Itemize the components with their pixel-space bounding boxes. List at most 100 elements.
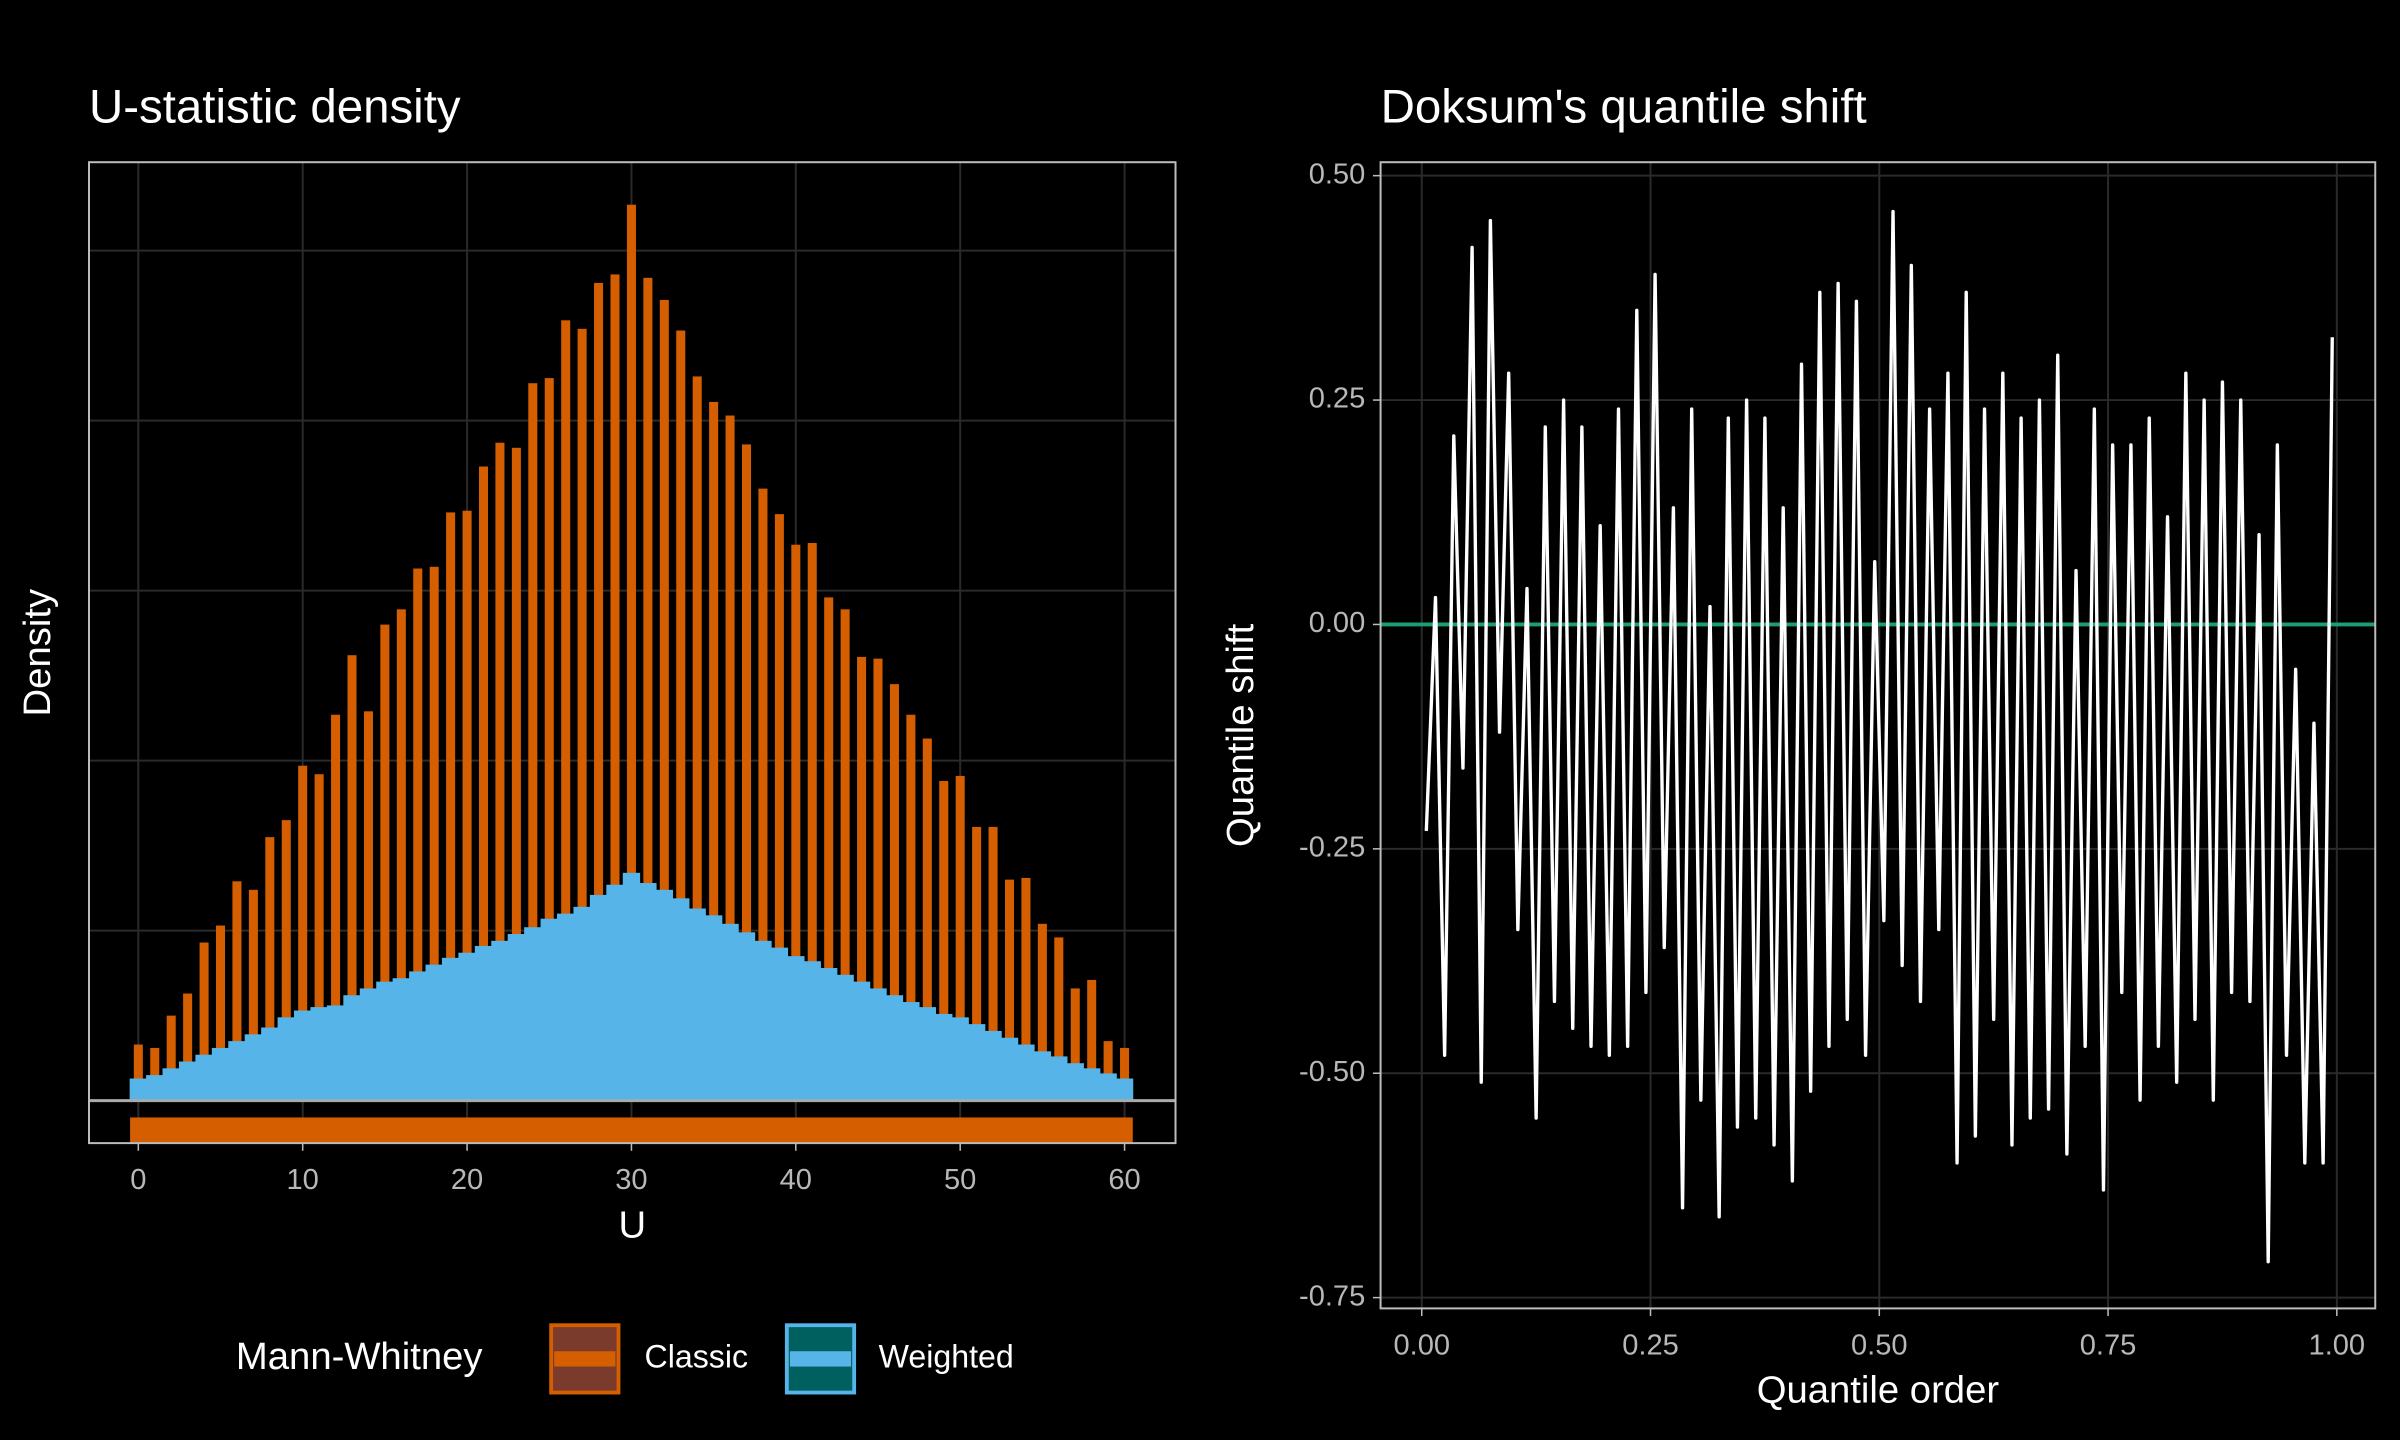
area-bar [441, 957, 460, 1101]
area-bar [228, 1041, 246, 1101]
bar [824, 597, 834, 1101]
y-tick-label: 0.50 [1309, 158, 1366, 190]
area-bar [622, 872, 641, 1101]
area-bar [820, 968, 838, 1101]
area-bar [902, 1002, 920, 1101]
legend-label: Classic [645, 1338, 749, 1374]
area-bar [918, 1007, 936, 1101]
area-bar [524, 927, 542, 1101]
bar [265, 837, 275, 1101]
area-bar [589, 894, 608, 1101]
area-bar [162, 1068, 180, 1101]
area-bar [984, 1030, 1002, 1101]
bar [659, 299, 669, 1101]
bar [840, 609, 850, 1101]
area-bar [244, 1034, 263, 1101]
x-tick-label: 20 [451, 1164, 483, 1196]
x-tick-label: 60 [1108, 1164, 1140, 1196]
bar [429, 566, 439, 1101]
bar [1070, 988, 1080, 1101]
area-bar [557, 913, 575, 1101]
area-bar [392, 978, 410, 1101]
bar [133, 1044, 143, 1101]
bar [298, 765, 308, 1101]
bar [396, 609, 406, 1101]
area-bar [129, 1078, 148, 1101]
bar [528, 383, 538, 1101]
x-tick-label: 1.00 [2309, 1329, 2366, 1361]
bar [1037, 923, 1047, 1101]
x-tick-label: 0.25 [1622, 1329, 1679, 1361]
area-bar [261, 1027, 279, 1101]
bar [1004, 879, 1015, 1101]
x-tick-label: 50 [944, 1164, 976, 1196]
bar [1120, 1047, 1130, 1101]
area-bar [474, 945, 493, 1101]
area-bar [869, 988, 887, 1101]
bar [709, 401, 719, 1101]
rug-strip [130, 1117, 1133, 1144]
area-bar [573, 906, 591, 1101]
bar [462, 510, 472, 1101]
area-bar [294, 1010, 312, 1101]
bar [495, 442, 505, 1101]
bar [314, 774, 324, 1101]
bar [676, 330, 686, 1101]
area-bar [1066, 1063, 1084, 1101]
x-tick-label: 0.75 [2080, 1329, 2137, 1361]
area-bar [803, 961, 821, 1101]
bar [791, 544, 801, 1101]
bar [725, 415, 735, 1101]
bar [1054, 937, 1064, 1101]
bar [413, 568, 423, 1101]
area-bar [655, 889, 673, 1101]
area-bar [852, 981, 871, 1101]
area-bar [1000, 1037, 1019, 1101]
bar [199, 942, 209, 1101]
bar [446, 512, 456, 1101]
x-tick-label: 0 [130, 1164, 146, 1196]
area-bar [935, 1013, 953, 1101]
bar [988, 826, 998, 1101]
area-bar [178, 1061, 197, 1101]
y-axis-title: Quantile shift [1219, 623, 1262, 847]
x-axis-title: Quantile order [1757, 1369, 2000, 1412]
bar [873, 658, 883, 1101]
bar [281, 820, 291, 1101]
bar [1103, 1041, 1113, 1101]
area-bar [507, 934, 526, 1101]
bar [774, 514, 784, 1101]
bar [939, 781, 949, 1101]
panel-title: U-statistic density [89, 81, 461, 134]
y-tick-label: 0.25 [1309, 383, 1366, 415]
bar [643, 277, 653, 1101]
x-tick-label: 40 [780, 1164, 812, 1196]
area-bar [458, 952, 476, 1101]
legend-label: Weighted [879, 1338, 1014, 1374]
area-bar [704, 915, 723, 1101]
bar [363, 711, 373, 1101]
area-bar [1083, 1068, 1101, 1101]
bar [1087, 979, 1097, 1101]
x-tick-label: 0.50 [1851, 1329, 1908, 1361]
area-bar [1115, 1078, 1134, 1101]
line [1424, 209, 2334, 1264]
area-bar [787, 956, 805, 1101]
area-bar [1050, 1056, 1068, 1101]
area-bar [359, 988, 378, 1101]
bar [955, 775, 965, 1101]
legend-title: Mann-Whitney [236, 1335, 483, 1378]
y-tick-label: -0.50 [1299, 1056, 1365, 1088]
area-bar [951, 1017, 969, 1101]
bar [626, 204, 636, 1101]
area-bar [754, 940, 772, 1101]
area-bar [1099, 1073, 1117, 1101]
area-bar [277, 1017, 295, 1101]
area-bar [1017, 1044, 1035, 1101]
bar [758, 488, 768, 1101]
y-tick-label: -0.25 [1299, 832, 1365, 864]
area-bar [967, 1024, 986, 1101]
